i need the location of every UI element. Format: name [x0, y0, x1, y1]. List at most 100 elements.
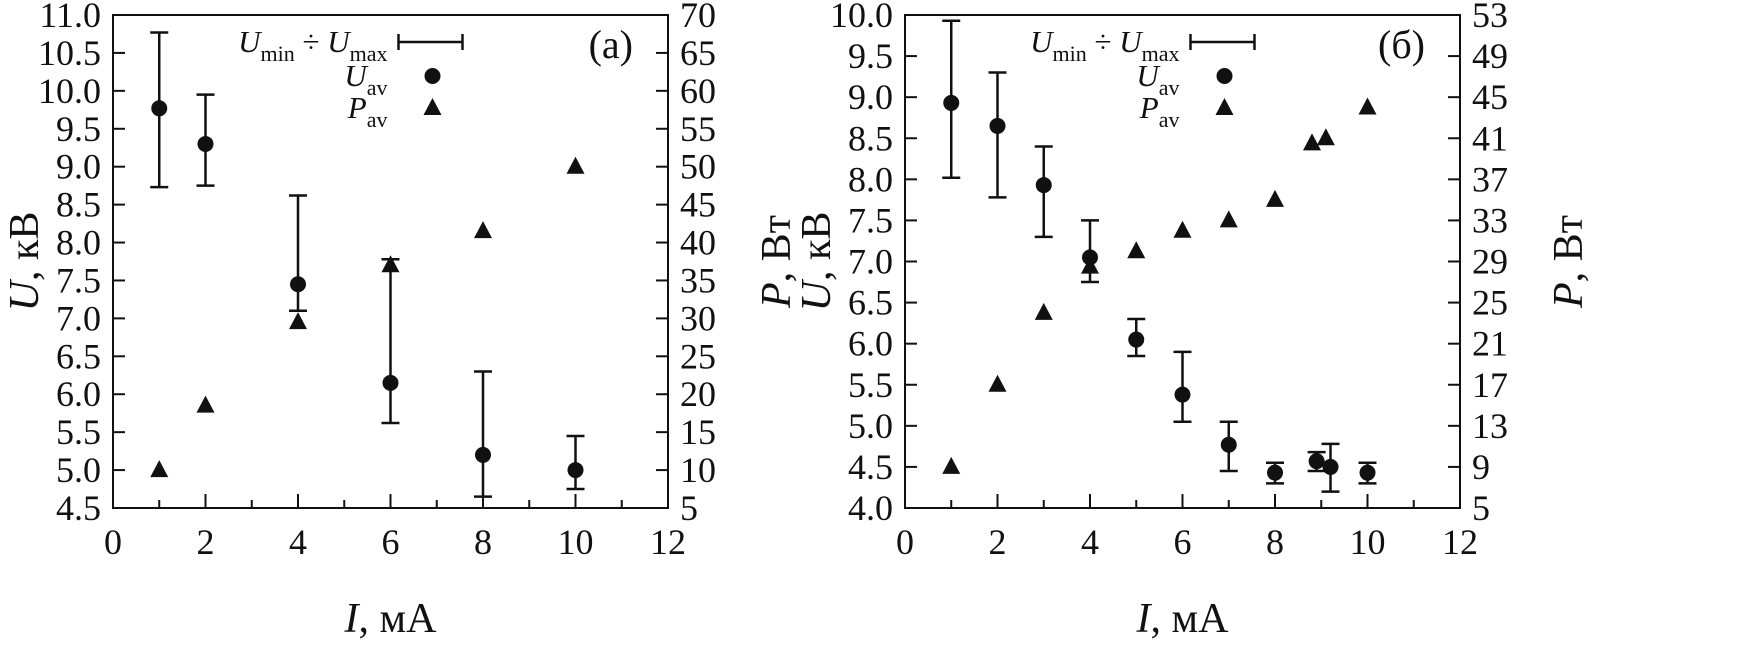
y-right-tick-label: 70 — [680, 0, 716, 35]
y-right-tick-label: 15 — [680, 412, 716, 452]
x-tick-label: 10 — [1350, 522, 1386, 562]
series-pav — [942, 97, 1377, 474]
legend-label: Uav — [1136, 58, 1179, 100]
x-tick-label: 10 — [558, 522, 594, 562]
y-left-tick-label: 7.5 — [56, 260, 101, 300]
x-tick-label: 0 — [104, 522, 122, 562]
x-tick-label: 8 — [1266, 522, 1284, 562]
u-data-point — [1308, 453, 1325, 470]
x-tick-label: 2 — [197, 522, 215, 562]
p-data-point — [196, 395, 215, 413]
x-tick-label: 4 — [1081, 522, 1099, 562]
chart-panel-b: 4.04.55.05.56.06.57.07.58.08.59.09.510.0… — [794, 0, 1592, 642]
y-right-tick-label: 35 — [680, 260, 716, 300]
y-right-tick-label: 41 — [1472, 118, 1508, 158]
legend-triangle-icon — [423, 98, 442, 115]
y-left-tick-label: 11.0 — [39, 0, 101, 35]
u-data-point — [1359, 464, 1376, 481]
p-data-point — [1303, 133, 1321, 151]
y-left-tick-label: 8.5 — [56, 185, 101, 225]
u-data-point — [382, 374, 399, 391]
y-left-tick-label: 6.5 — [56, 336, 101, 376]
y-right-tick-label: 65 — [680, 33, 716, 73]
y-right-tick-label: 49 — [1472, 36, 1508, 76]
y-right-tick-label: 13 — [1472, 406, 1508, 446]
y-left-tick-label: 8.0 — [56, 223, 101, 263]
y-left-axis-title: U, кВ — [2, 212, 48, 312]
legend-triangle-icon — [1215, 98, 1234, 115]
x-axis-title: I, мА — [344, 596, 438, 642]
p-data-point — [1127, 241, 1146, 259]
chart-panel-a: 4.55.05.56.06.57.07.58.08.59.09.510.010.… — [2, 0, 800, 642]
u-data-point — [475, 446, 491, 463]
y-right-tick-label: 45 — [1472, 77, 1508, 117]
p-data-point — [942, 456, 961, 474]
p-data-point — [381, 255, 400, 273]
u-data-point — [151, 100, 168, 117]
y-left-tick-label: 6.0 — [848, 324, 893, 364]
u-data-point — [1035, 177, 1052, 194]
y-left-tick-label: 9.0 — [848, 77, 893, 117]
u-data-point — [943, 94, 960, 111]
x-tick-label: 2 — [989, 522, 1007, 562]
x-tick-label: 12 — [1442, 522, 1478, 562]
series-uav — [150, 31, 585, 498]
y-left-tick-label: 6.0 — [56, 374, 101, 414]
p-data-point — [474, 221, 492, 239]
y-right-tick-label: 5 — [1472, 488, 1490, 528]
x-tick-label: 12 — [650, 522, 686, 562]
u-data-point — [1174, 386, 1191, 403]
y-left-tick-label: 9.5 — [848, 36, 893, 76]
y-right-axis-title: P, Вт — [1546, 215, 1592, 309]
p-data-point — [1266, 189, 1284, 207]
y-left-tick-label: 4.5 — [848, 447, 893, 487]
p-data-point — [1316, 128, 1335, 146]
p-data-point — [1081, 256, 1099, 274]
legend-label: Umin ÷ Umax — [1030, 24, 1179, 66]
y-right-tick-label: 20 — [680, 374, 716, 414]
y-right-axis-title: P, Вт — [754, 215, 800, 309]
y-right-tick-label: 45 — [680, 185, 716, 225]
u-data-point — [197, 135, 214, 152]
x-tick-label: 6 — [1174, 522, 1192, 562]
x-axis-title: I, мА — [1136, 596, 1230, 642]
y-right-tick-label: 10 — [680, 450, 716, 490]
p-data-point — [1173, 220, 1192, 238]
y-left-tick-label: 9.0 — [56, 147, 101, 187]
y-left-tick-label: 4.5 — [56, 488, 101, 528]
p-data-point — [150, 460, 169, 478]
u-data-point — [567, 462, 584, 479]
y-left-axis-title: U, кВ — [794, 212, 840, 312]
y-right-tick-label: 40 — [680, 223, 716, 263]
y-left-tick-label: 5.5 — [848, 365, 893, 405]
u-data-point — [1220, 436, 1237, 453]
y-right-tick-label: 9 — [1472, 447, 1490, 487]
legend-label: Umin ÷ Umax — [238, 24, 387, 66]
panel-label: (б) — [1378, 22, 1425, 67]
panel-label: (а) — [589, 22, 633, 67]
y-right-tick-label: 21 — [1472, 324, 1508, 364]
u-data-point — [1267, 464, 1283, 481]
series-pav — [150, 156, 585, 478]
y-right-tick-label: 5 — [680, 488, 698, 528]
y-right-tick-label: 25 — [1472, 283, 1508, 323]
y-right-tick-label: 53 — [1472, 0, 1508, 35]
y-left-tick-label: 10.0 — [830, 0, 893, 35]
p-data-point — [1034, 302, 1053, 320]
y-right-tick-label: 50 — [680, 147, 716, 187]
u-data-point — [290, 276, 306, 293]
x-tick-label: 4 — [289, 522, 307, 562]
y-right-tick-label: 25 — [680, 336, 716, 376]
u-data-point — [1322, 458, 1339, 475]
y-left-tick-label: 10.0 — [38, 71, 101, 111]
y-left-tick-label: 7.0 — [848, 242, 893, 282]
p-data-point — [1358, 97, 1377, 115]
y-left-tick-label: 8.5 — [848, 118, 893, 158]
y-left-tick-label: 9.5 — [56, 109, 101, 149]
y-left-tick-label: 7.0 — [56, 298, 101, 338]
legend-circle-icon — [424, 68, 441, 84]
